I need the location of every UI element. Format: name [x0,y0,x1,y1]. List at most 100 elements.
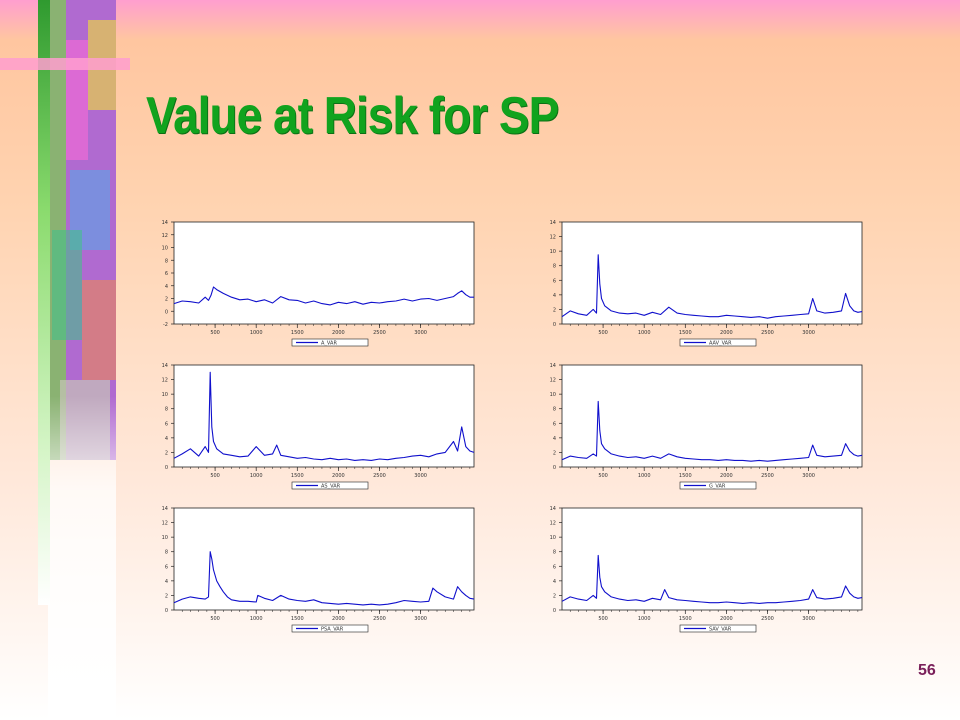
green-bar [38,0,50,605]
y-tick-label: 8 [165,407,168,413]
y-tick-label: 14 [550,220,556,226]
chart-as-var: 0 2 4 6 8 10 12 14 500 1000 1500 2000 2500 3000 AS_VAR [162,363,475,490]
x-tick-label: 500 [598,330,608,336]
y-tick-label: 4 [165,579,168,585]
y-tick-label: 10 [550,392,556,398]
x-tick-label: 1500 [679,616,692,622]
y-tick-label: 6 [553,421,556,427]
y-tick-label: 2 [165,297,168,303]
y-tick-label: 0 [553,608,556,614]
pink-rule [0,58,130,70]
y-tick-label: 8 [553,407,556,413]
x-tick-label: 3000 [802,330,815,336]
y-tick-label: 0 [165,309,168,315]
y-tick-label: 14 [162,506,168,512]
x-tick-label: 1000 [638,616,651,622]
x-tick-label: 2000 [720,330,733,336]
series-line [561,554,863,604]
y-tick-label: 2 [553,593,556,599]
y-tick-label: 14 [162,220,168,226]
legend-label: SAV_VAR [709,627,732,633]
y-tick-label: 10 [162,392,168,398]
x-tick-label: 500 [598,473,608,479]
x-tick-label: 500 [598,616,608,622]
y-tick-label: 10 [162,246,168,252]
legend-box [679,338,757,347]
series-line [173,286,474,306]
chart-sav-var: 0 2 4 6 8 10 12 14 500 1000 1500 2000 2500 3000 SAV_VA… [550,506,863,633]
y-tick-label: 10 [162,535,168,541]
x-tick-label: 1500 [679,473,692,479]
y-tick-label: 6 [553,278,556,284]
y-tick-label: 8 [165,550,168,556]
y-tick-label: 8 [553,264,556,270]
plot-area [561,221,863,325]
y-tick-label: 0 [553,465,556,471]
x-tick-label: 2000 [720,473,733,479]
plot-area [173,221,475,325]
x-tick-label: 1500 [291,473,304,479]
y-tick-label: 2 [553,450,556,456]
legend-label: AS_VAR [321,484,341,490]
y-tick-label: 8 [165,258,168,264]
x-tick-label: 2000 [332,330,345,336]
legend-label: AAV_VAR [709,341,732,347]
y-tick-label: 12 [550,378,556,384]
legend-box [679,481,757,490]
y-tick-label: 14 [162,363,168,369]
x-tick-label: 500 [210,616,220,622]
x-tick-label: 2500 [761,473,774,479]
chart-a-var: -2 0 2 4 6 8 10 12 14 500 1000 1500 2000 2500 3000 A_VA… [162,220,475,347]
plot-area [561,364,863,468]
y-tick-label: 4 [553,436,556,442]
x-tick-label: 500 [210,473,220,479]
x-tick-label: 3000 [802,616,815,622]
x-tick-label: 1500 [679,330,692,336]
y-tick-label: 10 [550,535,556,541]
y-tick-label: 4 [165,284,168,290]
strip-overlay [48,0,116,720]
y-tick-label: 8 [553,550,556,556]
y-tick-label: 2 [553,307,556,313]
y-tick-label: 6 [165,421,168,427]
x-tick-label: 3000 [414,473,427,479]
legend-box [291,338,369,347]
x-tick-label: 500 [210,330,220,336]
y-tick-label: 12 [162,521,168,527]
y-tick-label: 12 [162,378,168,384]
y-tick-label: 2 [165,450,168,456]
legend-label: G_VAR [709,484,726,490]
page-number: 56 [918,662,936,679]
y-tick-label: 0 [553,322,556,328]
chart-aav-var: 0 2 4 6 8 10 12 14 500 1000 1500 2000 2500 3000 AAV_VA… [550,220,863,347]
legend-label: A_VAR [321,341,337,347]
x-tick-label: 2500 [373,473,386,479]
x-tick-label: 2500 [761,616,774,622]
y-tick-label: 6 [165,564,168,570]
x-tick-label: 1000 [250,473,263,479]
series-line [173,551,475,606]
y-tick-label: 4 [553,293,556,299]
chart-psa-var: 0 2 4 6 8 10 12 14 500 1000 1500 2000 2500 3000 PSA_VA… [162,506,475,633]
y-tick-label: 6 [553,564,556,570]
y-tick-label: 10 [550,249,556,255]
decorative-side-strip [0,0,130,720]
x-tick-label: 3000 [802,473,815,479]
x-tick-label: 1500 [291,616,304,622]
series-line [561,400,863,462]
legend-box [291,481,369,490]
y-tick-label: 0 [165,608,168,614]
y-tick-label: 12 [550,235,556,241]
x-tick-label: 1000 [638,330,651,336]
slide-title: Value at Risk for SP [146,87,559,145]
y-tick-label: 14 [550,506,556,512]
y-tick-label: 14 [550,363,556,369]
plot-area [173,364,475,468]
x-tick-label: 3000 [414,616,427,622]
y-tick-label: 2 [165,593,168,599]
x-tick-label: 2000 [332,473,345,479]
legend-box [291,624,369,633]
x-tick-label: 2000 [720,616,733,622]
x-tick-label: 1000 [638,473,651,479]
x-tick-label: 2500 [373,616,386,622]
